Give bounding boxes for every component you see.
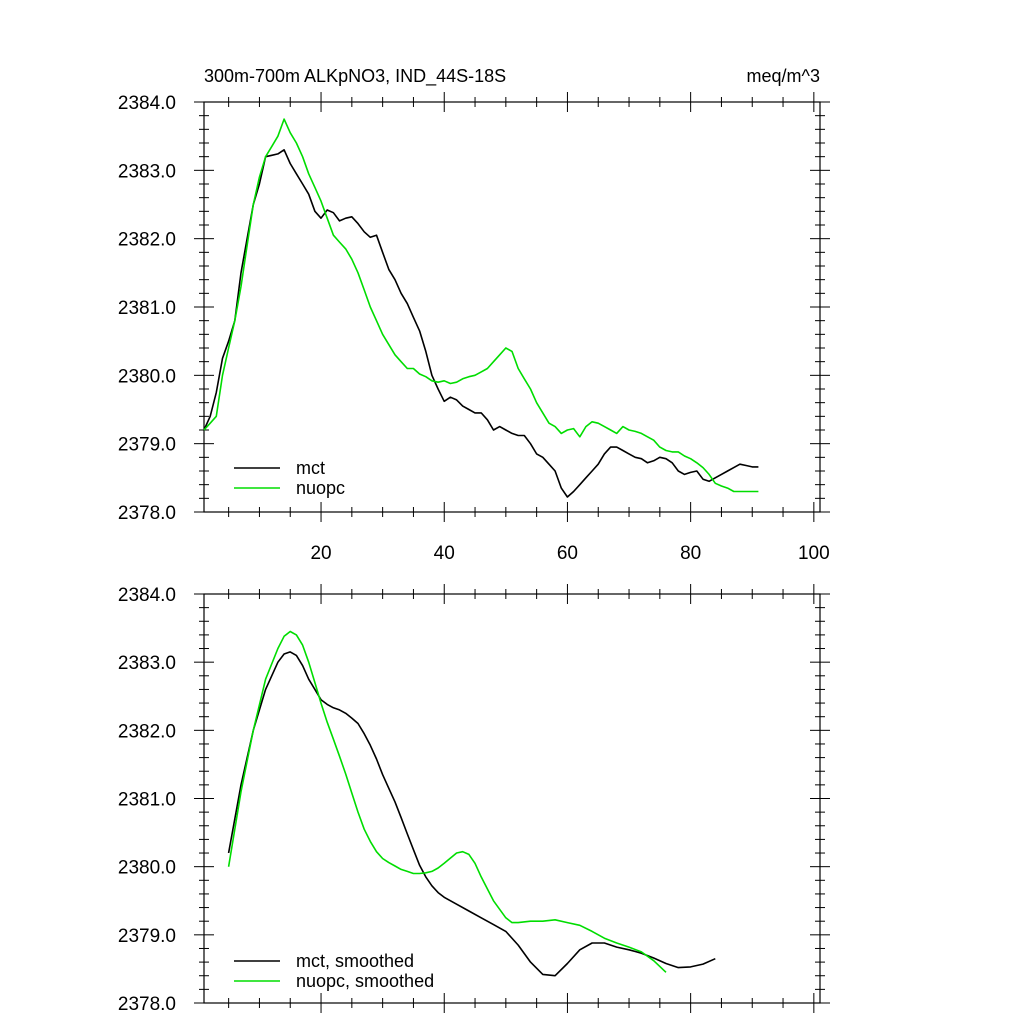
y-tick-label: 2384.0 [118, 93, 176, 114]
y-tick-label: 2382.0 [118, 230, 176, 251]
legend-label: mct, smoothed [296, 951, 414, 971]
y-tick-label: 2379.0 [118, 926, 176, 947]
legend-label: nuopc [296, 478, 345, 498]
plot-frame [203, 101, 821, 513]
y-tick-label: 2384.0 [118, 585, 176, 606]
series-line-nuopc-smoothed [227, 630, 667, 973]
x-tick-label: 100 [798, 543, 830, 564]
y-tick-label: 2381.0 [118, 298, 176, 319]
y-tick-label: 2378.0 [118, 994, 176, 1015]
series-line-mct [203, 149, 759, 498]
x-tick-label: 60 [557, 543, 578, 564]
y-tick-label: 2381.0 [118, 790, 176, 811]
y-tick-label: 2380.0 [118, 366, 176, 387]
x-tick-label: 40 [434, 543, 455, 564]
y-tick-label: 2380.0 [118, 858, 176, 879]
panel-smoothed: 2378.0 2379.0 2380.0 2381.0 2382.0 2383.0 2384… [118, 584, 830, 1015]
chart-units: meq/m^3 [747, 66, 820, 86]
series-line-mct-smoothed [227, 651, 716, 977]
panel-raw: 2378.0 2379.0 2380.0 2381.0 2382.0 2383.0 2384… [118, 92, 830, 564]
y-tick-label: 2378.0 [118, 503, 176, 524]
y-tick-label: 2379.0 [118, 435, 176, 456]
series-line-nuopc [203, 118, 759, 493]
legend-label: mct [296, 458, 325, 478]
chart-title: 300m-700m ALKpNO3, IND_44S-18S [204, 66, 506, 87]
y-tick-label: 2382.0 [118, 721, 176, 742]
x-tick-label: 20 [310, 543, 331, 564]
y-tick-label: 2383.0 [118, 653, 176, 674]
x-tick-label: 80 [680, 543, 701, 564]
y-tick-label: 2383.0 [118, 161, 176, 182]
legend-label: nuopc, smoothed [296, 971, 434, 991]
